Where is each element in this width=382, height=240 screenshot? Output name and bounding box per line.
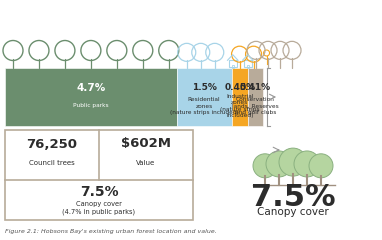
Bar bbox=[231, 68, 248, 126]
Bar bbox=[232, 65, 234, 68]
Text: 0.45%: 0.45% bbox=[224, 84, 255, 92]
Circle shape bbox=[266, 151, 292, 177]
Text: Figure 2.1: Hobsons Bay's existing urban forest location and value.: Figure 2.1: Hobsons Bay's existing urban… bbox=[5, 229, 217, 234]
Text: 7.5%: 7.5% bbox=[80, 185, 118, 199]
Bar bbox=[247, 65, 249, 68]
Bar bbox=[244, 60, 252, 67]
Text: Canopy cover
(4.7% in public parks): Canopy cover (4.7% in public parks) bbox=[62, 201, 136, 215]
Bar bbox=[177, 68, 231, 126]
Text: Value: Value bbox=[136, 160, 155, 166]
Text: 7.5%: 7.5% bbox=[251, 182, 335, 211]
Text: $602M: $602M bbox=[121, 138, 171, 150]
Text: Residential
zones
(nature strips included): Residential zones (nature strips include… bbox=[170, 97, 239, 115]
Text: Conservation
lands, Reserves
and golf clubs: Conservation lands, Reserves and golf cl… bbox=[232, 97, 279, 115]
Text: 4.7%: 4.7% bbox=[76, 83, 105, 93]
Circle shape bbox=[309, 154, 333, 178]
Text: 76,250: 76,250 bbox=[26, 138, 78, 150]
Text: Canopy cover: Canopy cover bbox=[257, 207, 329, 217]
Circle shape bbox=[253, 154, 277, 178]
Text: Public parks: Public parks bbox=[73, 103, 109, 108]
Text: 0.41%: 0.41% bbox=[240, 84, 271, 92]
Bar bbox=[248, 68, 263, 126]
Circle shape bbox=[279, 148, 307, 176]
Text: Council trees: Council trees bbox=[29, 160, 75, 166]
Text: Industrial
zones
(nature strips
included): Industrial zones (nature strips included… bbox=[220, 94, 260, 118]
Text: 1.5%: 1.5% bbox=[192, 84, 217, 92]
Bar bbox=[228, 60, 237, 67]
Bar bbox=[5, 130, 193, 220]
Bar bbox=[5, 68, 177, 126]
Circle shape bbox=[294, 151, 320, 177]
